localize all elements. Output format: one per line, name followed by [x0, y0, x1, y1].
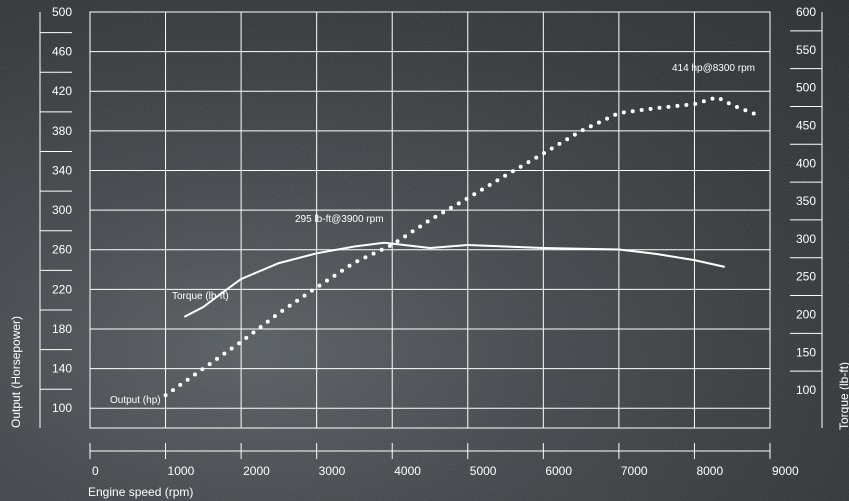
y-axis-left-label: Output (Horsepower) [9, 316, 23, 428]
bottom-tick-label: 5000 [470, 464, 497, 478]
bottom-axis: 0 1000 2000 3000 4000 5000 6000 7000 8000 9000 [89, 443, 799, 478]
bottom-tick-label: 9000 [772, 464, 799, 478]
right-tick-label: 250 [796, 270, 816, 284]
bottom-tick-label: 1000 [168, 464, 195, 478]
right-tick-label: 600 [796, 5, 816, 19]
left-axis: 100 140 180 220 260 300 340 380 420 460 500 [39, 5, 72, 428]
bottom-tick-label: 4000 [394, 464, 421, 478]
right-tick-label: 500 [796, 81, 816, 95]
right-tick-label: 100 [796, 383, 816, 397]
x-axis-label: Engine speed (rpm) [88, 485, 193, 499]
left-tick-label: 340 [52, 163, 72, 177]
right-tick-label: 450 [796, 118, 816, 132]
bottom-tick-label: 0 [92, 464, 99, 478]
left-tick-label: 180 [52, 322, 72, 336]
right-axis: 100 150 200 250 300 350 400 450 500 550 600 [790, 5, 823, 428]
bottom-tick-label: 2000 [243, 464, 270, 478]
left-tick-label: 140 [52, 362, 72, 376]
right-tick-label: 200 [796, 308, 816, 322]
peak-hp-annotation: 414 hp@8300 rpm [672, 63, 755, 74]
left-tick-label: 220 [52, 282, 72, 296]
left-tick-label: 500 [52, 5, 72, 19]
grid [89, 11, 771, 429]
right-tick-label: 400 [796, 156, 816, 170]
torque-series-label: Torque (lb-ft) [172, 291, 229, 302]
left-tick-label: 460 [52, 45, 72, 59]
bottom-tick-label: 8000 [696, 464, 723, 478]
plot-frame [89, 11, 771, 429]
left-tick-label: 100 [52, 401, 72, 415]
peak-torque-annotation: 295 lb-ft@3900 rpm [295, 214, 384, 225]
bottom-tick-label: 6000 [545, 464, 572, 478]
left-tick-label: 260 [52, 243, 72, 257]
left-tick-label: 380 [52, 124, 72, 138]
bottom-tick-label: 7000 [621, 464, 648, 478]
y-axis-right-label: Torque (lb-ft) [837, 362, 849, 430]
right-tick-label: 550 [796, 43, 816, 57]
output-series-label: Output (hp) [110, 395, 161, 406]
right-tick-label: 300 [796, 232, 816, 246]
series-layer [163, 95, 757, 398]
right-tick-label: 150 [796, 345, 816, 359]
left-tick-label: 420 [52, 84, 72, 98]
bottom-tick-label: 3000 [319, 464, 346, 478]
left-tick-label: 300 [52, 203, 72, 217]
right-tick-label: 350 [796, 194, 816, 208]
torque-line [183, 241, 725, 318]
